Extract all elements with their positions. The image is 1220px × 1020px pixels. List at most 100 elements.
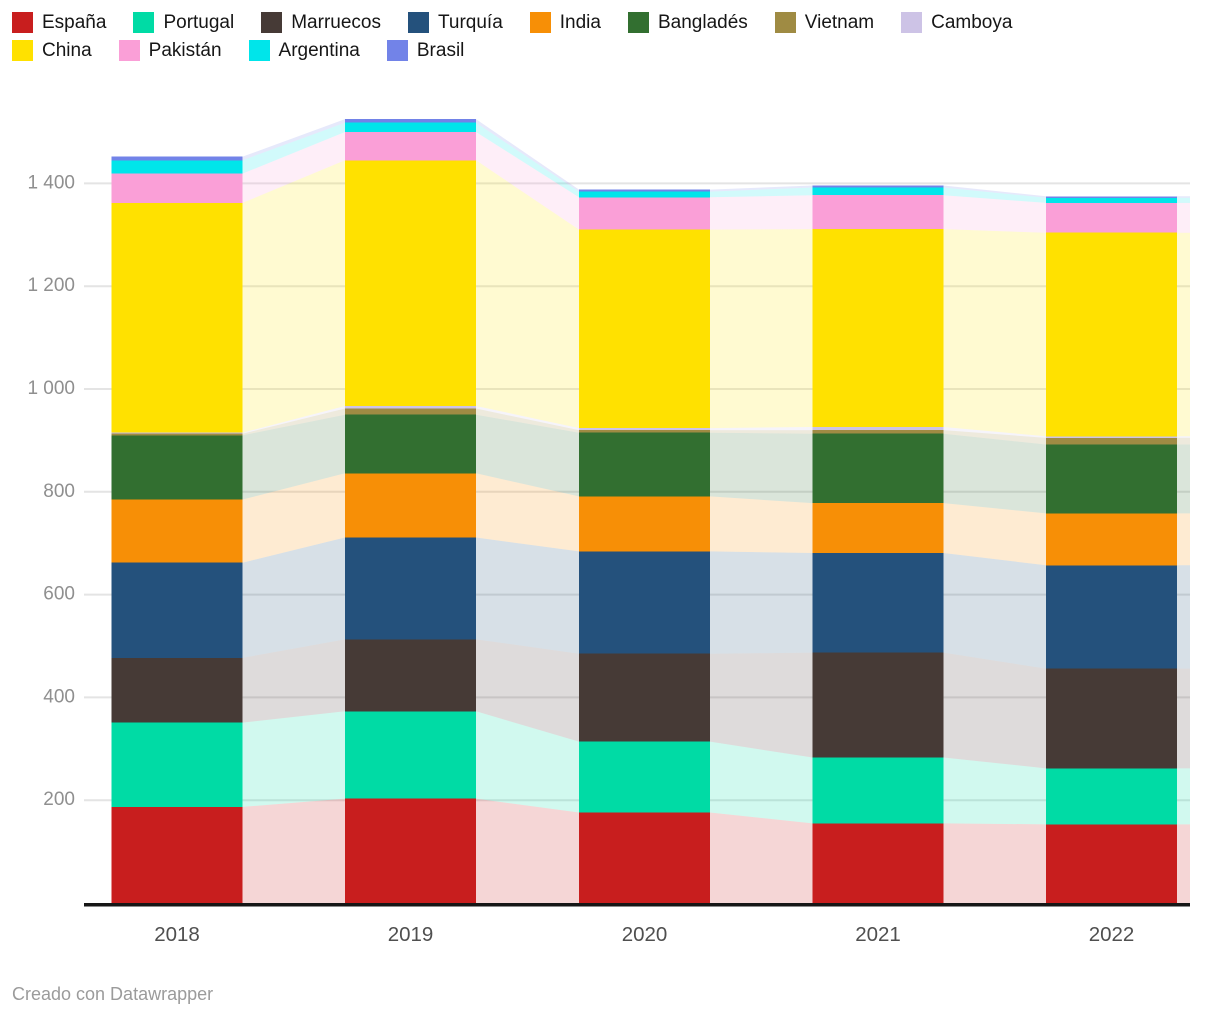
bar-segment-2020-banglades[interactable] <box>579 432 710 497</box>
bar-segment-2021-banglades[interactable] <box>812 433 944 504</box>
bar-segment-2021-brasil[interactable] <box>812 185 944 188</box>
legend-swatch-pakistan <box>118 40 140 61</box>
area-connector-marruecos <box>710 652 813 758</box>
legend-label-camboya: Camboya <box>931 12 1013 33</box>
bar-segment-2018-turquia[interactable] <box>111 562 243 658</box>
bar-segment-2019-india[interactable] <box>345 473 476 538</box>
area-connector-turquia <box>242 537 345 658</box>
bar-segment-2019-turquia[interactable] <box>345 537 476 640</box>
bar-segment-2021-india[interactable] <box>812 503 944 553</box>
bar-segment-2018-marruecos[interactable] <box>111 657 243 723</box>
bar-segment-2020-turquia[interactable] <box>579 551 710 654</box>
bar-segment-2018-pakistan[interactable] <box>111 173 243 203</box>
bar-segment-2019-espana[interactable] <box>345 798 476 903</box>
bar-segment-2019-portugal[interactable] <box>345 711 476 799</box>
bar-segment-2021-china[interactable] <box>812 229 944 428</box>
bar-segment-2019-pakistan[interactable] <box>345 132 476 161</box>
area-connector-portugal <box>943 757 1046 825</box>
legend-item-portugal: Portugal <box>133 12 234 33</box>
bar-segment-2020-india[interactable] <box>579 496 710 552</box>
area-connector-china <box>943 229 1046 437</box>
bar-segment-2019-marruecos[interactable] <box>345 639 476 712</box>
bar-segment-2018-espana[interactable] <box>111 806 243 903</box>
bar-segment-2021-argentina[interactable] <box>812 187 944 196</box>
bar-segment-2018-india[interactable] <box>111 499 243 563</box>
area-connector-argentina <box>710 187 813 198</box>
bar-segment-2018-camboya[interactable] <box>111 432 243 434</box>
bar-segment-2022-india[interactable] <box>1046 513 1177 566</box>
chart-legend: España Portugal Marruecos Turquía India Bangl… <box>12 12 1162 61</box>
bar-segment-2020-marruecos[interactable] <box>579 653 710 742</box>
bar-segment-2022-argentina[interactable] <box>1046 197 1177 203</box>
legend-swatch-vietnam <box>774 12 796 33</box>
area-connector-espana <box>242 798 345 903</box>
area-connector-espana <box>710 812 813 903</box>
bar-segment-2019-brasil[interactable] <box>345 119 476 123</box>
legend-item-camboya: Camboya <box>901 12 1012 33</box>
bar-segment-2018-vietnam[interactable] <box>111 433 243 436</box>
bar-segment-2022-marruecos[interactable] <box>1046 668 1177 769</box>
bar-segment-2019-banglades[interactable] <box>345 414 476 474</box>
legend-swatch-camboya <box>901 12 923 33</box>
bar-segment-2021-camboya[interactable] <box>812 427 944 431</box>
bar-segment-2020-espana[interactable] <box>579 812 710 903</box>
bar-segment-2022-pakistan[interactable] <box>1046 202 1177 233</box>
datawrapper-credit-link[interactable]: Creado con Datawrapper <box>12 984 214 1004</box>
bar-segment-2020-portugal[interactable] <box>579 741 710 813</box>
bar-segment-2022-portugal[interactable] <box>1046 768 1177 825</box>
bar-segment-2020-argentina[interactable] <box>579 191 710 198</box>
y-tick-label-1000: 1 000 <box>27 378 75 399</box>
bar-segment-2022-camboya[interactable] <box>1046 436 1177 438</box>
area-connector-vietnam <box>710 430 813 434</box>
legend-item-argentina: Argentina <box>248 40 360 61</box>
bar-segment-2022-espana[interactable] <box>1046 824 1177 903</box>
bar-segment-2021-espana[interactable] <box>812 823 944 903</box>
bar-segment-2021-pakistan[interactable] <box>812 195 944 230</box>
area-connector-india <box>242 473 345 563</box>
area-connector-india <box>476 473 579 552</box>
area-edge-brasil <box>1177 196 1190 198</box>
area-connector-marruecos <box>242 639 345 723</box>
bar-segment-2022-banglades[interactable] <box>1046 444 1177 514</box>
area-connector-turquia <box>943 552 1046 669</box>
bar-segment-2020-camboya[interactable] <box>579 428 710 431</box>
legend-row-2: China Pakistán Argentina Brasil <box>12 40 1162 61</box>
legend-item-turquia: Turquía <box>407 12 503 33</box>
legend-item-pakistan: Pakistán <box>118 40 222 61</box>
legend-label-espana: España <box>42 12 107 33</box>
area-connector-camboya <box>476 405 579 431</box>
legend-item-brasil: Brasil <box>386 40 465 61</box>
bar-segment-2021-marruecos[interactable] <box>812 652 944 758</box>
bar-segment-2018-argentina[interactable] <box>111 160 243 174</box>
bar-segment-2020-china[interactable] <box>579 229 710 429</box>
bar-segment-2022-china[interactable] <box>1046 232 1177 437</box>
bar-segment-2022-vietnam[interactable] <box>1046 437 1177 445</box>
legend-item-india: India <box>529 12 601 33</box>
bar-segment-2019-vietnam[interactable] <box>345 408 476 415</box>
bar-segment-2019-china[interactable] <box>345 160 476 406</box>
legend-swatch-brasil <box>386 40 408 61</box>
area-edge-marruecos <box>1177 668 1190 769</box>
x-tick-label-2022: 2022 <box>1089 923 1135 946</box>
bar-2018 <box>111 156 243 903</box>
bar-segment-2020-brasil[interactable] <box>579 189 710 192</box>
legend-label-banglades: Bangladés <box>657 12 748 33</box>
area-edge-espana <box>1177 824 1190 903</box>
bar-segment-2018-portugal[interactable] <box>111 722 243 807</box>
bar-segment-2018-brasil[interactable] <box>111 156 243 161</box>
area-connector-china <box>710 229 813 429</box>
legend-item-marruecos: Marruecos <box>261 12 381 33</box>
bar-segment-2020-pakistan[interactable] <box>579 197 710 230</box>
bar-segment-2021-turquia[interactable] <box>812 552 944 653</box>
bar-segment-2019-camboya[interactable] <box>345 405 476 409</box>
bar-segment-2018-china[interactable] <box>111 202 243 433</box>
bar-segment-2020-vietnam[interactable] <box>579 430 710 433</box>
legend-label-brasil: Brasil <box>416 40 465 61</box>
bar-segment-2021-portugal[interactable] <box>812 757 944 824</box>
bar-segment-2021-vietnam[interactable] <box>812 430 944 434</box>
bar-segment-2022-turquia[interactable] <box>1046 565 1177 669</box>
bar-segment-2019-argentina[interactable] <box>345 122 476 132</box>
legend-swatch-espana <box>12 12 33 33</box>
bar-segment-2022-brasil[interactable] <box>1046 196 1177 198</box>
bar-segment-2018-banglades[interactable] <box>111 435 243 500</box>
